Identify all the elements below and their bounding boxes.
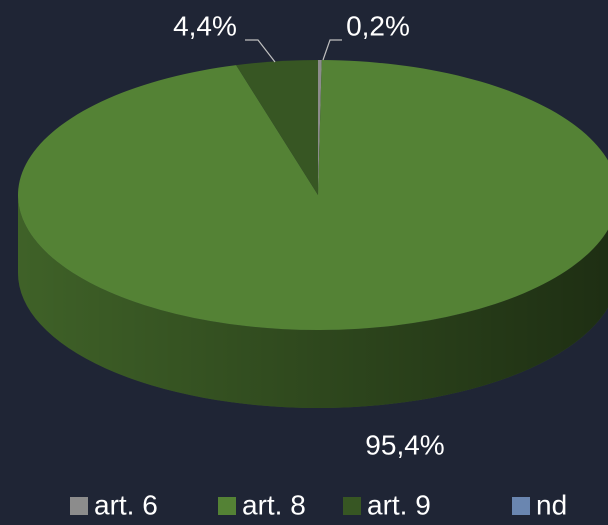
data-label: 0,2% <box>346 10 410 41</box>
legend-swatch <box>512 497 530 515</box>
leader-line <box>245 39 276 63</box>
slice <box>236 60 318 195</box>
slice-side-shade <box>18 195 608 408</box>
legend-swatch <box>218 497 236 515</box>
legend-label: art. 9 <box>367 489 431 520</box>
legend-label: art. 6 <box>94 489 158 520</box>
legend-label: nd <box>536 489 567 520</box>
data-label: 95,4% <box>365 429 444 460</box>
legend-label: art. 8 <box>242 489 306 520</box>
slice <box>318 60 322 195</box>
slice <box>17 60 608 330</box>
data-label: 4,4% <box>173 10 237 41</box>
legend-swatch <box>70 497 88 515</box>
legend-swatch <box>343 497 361 515</box>
leader-line <box>322 39 342 61</box>
